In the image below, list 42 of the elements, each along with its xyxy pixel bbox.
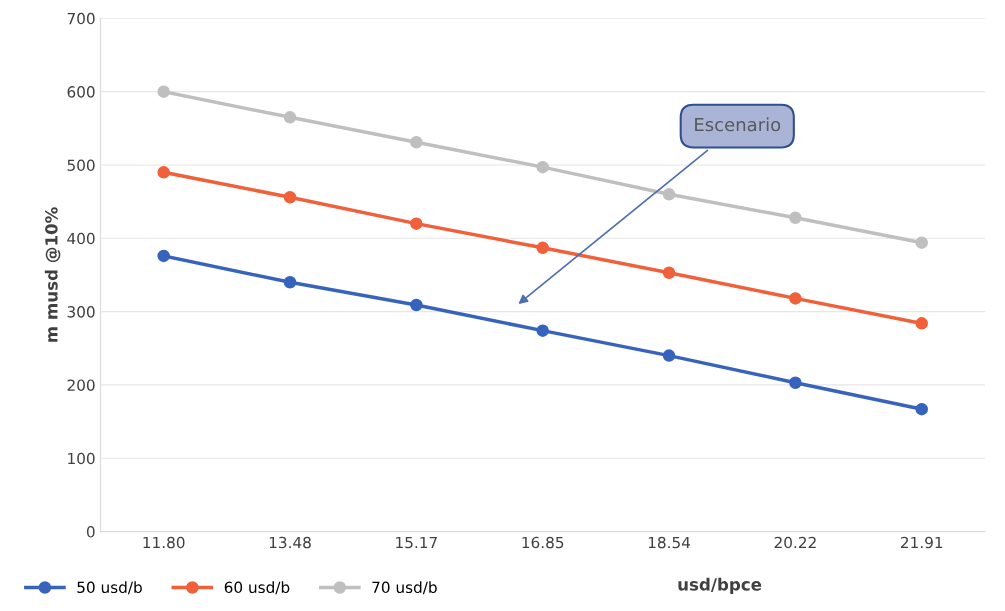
y-tick-label: 100: [68, 452, 95, 465]
point: [283, 190, 297, 204]
y-tick-label: 700: [67, 12, 95, 25]
x-tick-label: 11.80: [143, 536, 185, 549]
point: [157, 166, 170, 179]
point: [283, 276, 297, 289]
y-axis-title: m musd @10%: [44, 207, 61, 342]
point: [915, 402, 928, 416]
x-tick-label: 21.91: [900, 536, 943, 549]
point: [157, 85, 170, 98]
point: [915, 317, 928, 330]
point: [410, 298, 423, 312]
y-tick-label: 300: [67, 306, 95, 318]
point: [789, 211, 802, 225]
point: [410, 135, 423, 149]
point: [662, 188, 676, 201]
point: [536, 241, 549, 255]
annotation: Escenario: [695, 117, 781, 132]
point: [283, 111, 297, 124]
x-axis-title: usd/bpce: [678, 577, 762, 594]
point: [536, 324, 549, 337]
point: [410, 217, 423, 230]
y-tick-label: 0: [86, 526, 95, 538]
point: [662, 349, 676, 362]
legend-label: 70 usd/b: [372, 581, 437, 595]
x-tick-label: 15.17: [396, 536, 437, 549]
x-tick-label: 18.54: [648, 536, 691, 549]
point: [157, 249, 170, 263]
point: [915, 236, 928, 249]
x-tick-label: 16.85: [522, 536, 564, 549]
point: [662, 266, 676, 280]
legend-label: 50 usd/b: [77, 581, 142, 595]
y-tick-label: 600: [67, 86, 95, 98]
x-tick-label: 20.22: [774, 536, 816, 549]
point: [789, 376, 802, 389]
y-tick-label: 500: [67, 159, 95, 171]
legend-label: 60 usd/b: [224, 581, 290, 595]
y-tick-label: 200: [67, 379, 95, 391]
point: [536, 160, 549, 174]
x-tick-label: 13.48: [269, 536, 311, 549]
point: [789, 292, 802, 305]
y-tick-label: 400: [67, 232, 95, 245]
